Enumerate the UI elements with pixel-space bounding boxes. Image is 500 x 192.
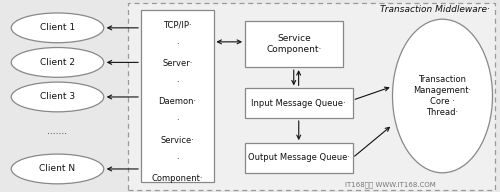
Ellipse shape (11, 47, 104, 77)
Text: Server·: Server· (162, 59, 192, 68)
Text: Client 3: Client 3 (40, 93, 75, 101)
Text: Output Message Queue·: Output Message Queue· (248, 153, 350, 162)
Text: ·: · (176, 40, 178, 49)
Text: Component·: Component· (152, 174, 203, 183)
Bar (141, 10, 214, 182)
Bar (245, 21, 342, 67)
Text: Service
Component·: Service Component· (266, 34, 322, 54)
Text: .......: ....... (48, 127, 68, 136)
Ellipse shape (11, 82, 104, 112)
Text: IT168网站 WWW.IT168.COM: IT168网站 WWW.IT168.COM (344, 182, 436, 188)
Text: ·: · (176, 78, 178, 87)
Text: ·: · (176, 117, 178, 125)
Text: Client 2: Client 2 (40, 58, 75, 67)
Text: Client 1: Client 1 (40, 23, 75, 32)
Text: Transaction Middleware·: Transaction Middleware· (380, 5, 490, 14)
Ellipse shape (11, 154, 104, 184)
Text: Client N: Client N (40, 165, 76, 173)
Text: Daemon·: Daemon· (158, 97, 196, 106)
Ellipse shape (392, 19, 492, 173)
Text: Input Message Queue·: Input Message Queue· (252, 99, 346, 108)
Bar (245, 88, 352, 118)
Text: Service·: Service· (160, 136, 194, 145)
Text: Transaction
Management·
Core ·
Thread·: Transaction Management· Core · Thread· (414, 75, 472, 117)
Ellipse shape (11, 13, 104, 43)
Bar (245, 143, 352, 173)
Bar (128, 3, 495, 190)
Text: TCP/IP·: TCP/IP· (163, 21, 192, 29)
Text: ·: · (176, 155, 178, 164)
